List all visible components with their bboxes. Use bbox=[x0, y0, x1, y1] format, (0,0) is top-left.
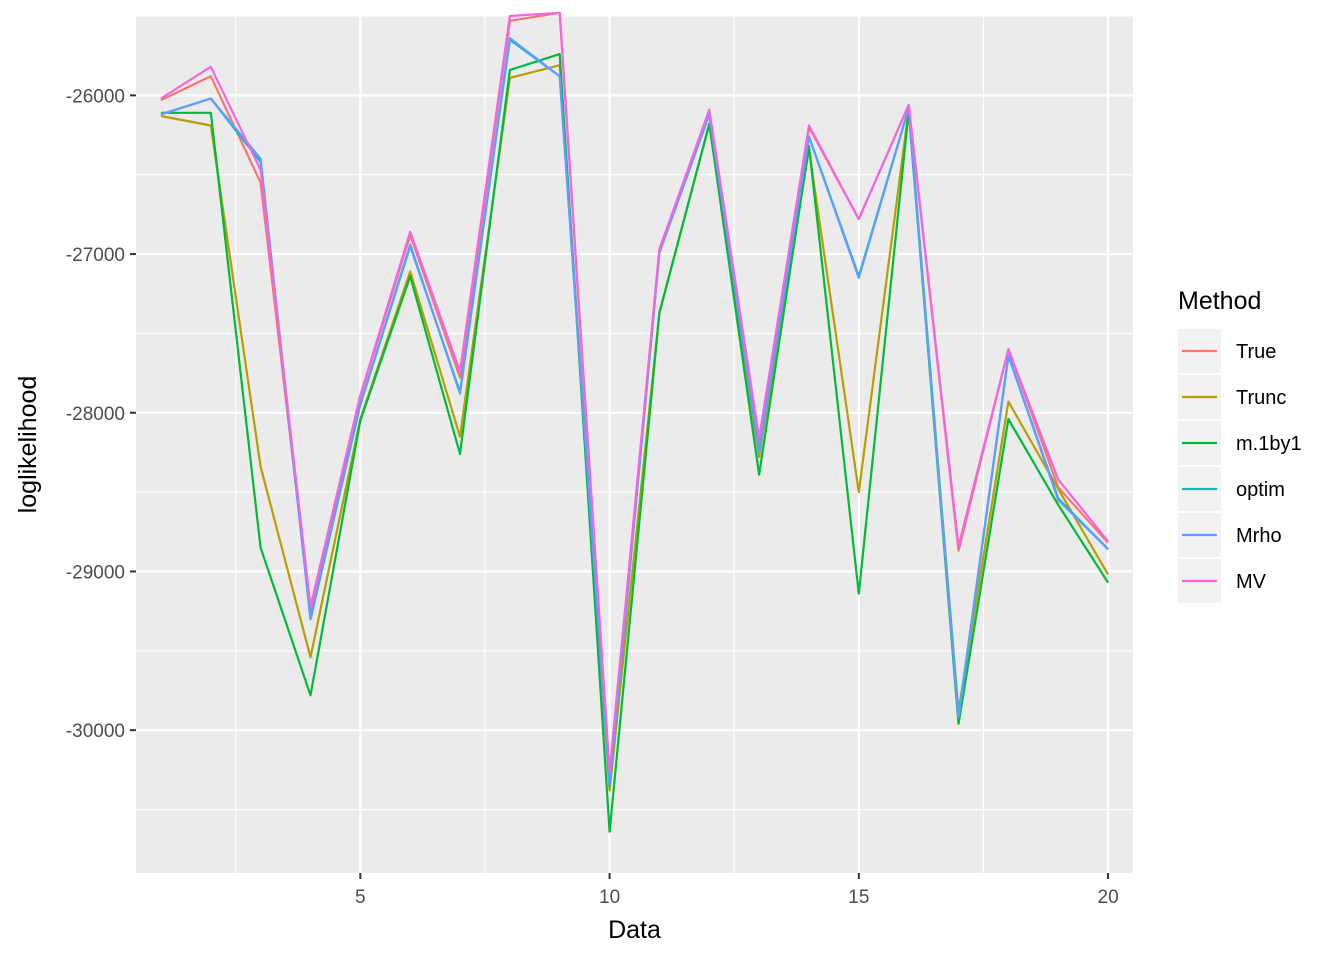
series-lines bbox=[160, 11, 1110, 833]
minor-gridlines bbox=[136, 15, 1133, 873]
legend-label: MV bbox=[1236, 571, 1267, 593]
x-axis: 5 10 15 20 bbox=[355, 873, 1119, 908]
legend-item: Trunc bbox=[1178, 375, 1286, 419]
legend: Method True Trunc m.1by1 optim Mrho MV bbox=[1178, 287, 1302, 603]
legend-item: optim bbox=[1178, 467, 1285, 511]
x-axis-title: Data bbox=[608, 916, 661, 944]
x-tick-label: 5 bbox=[355, 887, 366, 908]
x-tick-label: 10 bbox=[599, 887, 620, 908]
legend-item: MV bbox=[1178, 559, 1267, 603]
y-tick-label: -26000 bbox=[66, 86, 125, 107]
legend-label: m.1by1 bbox=[1236, 433, 1302, 455]
y-tick-label: -29000 bbox=[66, 562, 125, 583]
y-tick-label: -28000 bbox=[66, 404, 125, 425]
x-tick-label: 20 bbox=[1098, 887, 1119, 908]
legend-item: m.1by1 bbox=[1178, 421, 1302, 465]
legend-label: True bbox=[1236, 341, 1276, 363]
legend-item: True bbox=[1178, 329, 1276, 373]
y-axis: -26000 -27000 -28000 -29000 -30000 bbox=[66, 86, 136, 742]
x-tick-label: 15 bbox=[848, 887, 869, 908]
legend-item: Mrho bbox=[1178, 513, 1282, 557]
y-axis-title: loglikelihood bbox=[14, 376, 42, 514]
legend-label: optim bbox=[1236, 479, 1285, 501]
legend-title: Method bbox=[1178, 287, 1261, 315]
legend-label: Mrho bbox=[1236, 525, 1282, 547]
series-line-mv bbox=[160, 11, 1109, 773]
legend-label: Trunc bbox=[1236, 387, 1286, 409]
major-gridlines bbox=[136, 16, 1133, 873]
y-tick-label: -27000 bbox=[66, 245, 125, 266]
y-tick-label: -30000 bbox=[66, 721, 125, 742]
